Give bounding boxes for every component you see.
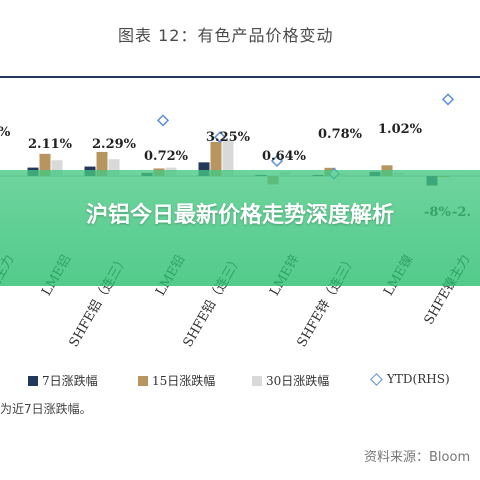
source-note: 资料来源：Bloom — [364, 450, 471, 465]
footnote: 为近7日涨跌幅。 — [0, 402, 92, 416]
title-rule — [0, 76, 480, 78]
legend-item-ytd: YTD(RHS) — [370, 372, 450, 386]
legend-item-d30: 30日涨跌幅 — [252, 372, 329, 389]
legend: 7日涨跌幅 15日涨跌幅 30日涨跌幅 YTD(RHS) — [0, 372, 480, 392]
legend-swatch-d7 — [28, 375, 38, 386]
ytd-marker-3 — [156, 114, 170, 127]
data-label-6: 0.78% — [318, 127, 363, 142]
headline-banner — [0, 170, 480, 286]
legend-diamond-ytd — [370, 372, 383, 386]
legend-swatch-d15 — [138, 375, 148, 386]
bar-d30-2 — [108, 159, 120, 176]
chart-title: 图表 12：有色产品价格变动 — [118, 26, 334, 45]
ytd-marker-8 — [441, 93, 455, 106]
legend-item-d15: 15日涨跌幅 — [138, 372, 215, 389]
bar-d15-4 — [210, 141, 222, 176]
bar-d7-4 — [198, 162, 210, 176]
data-label-3: 0.72% — [144, 149, 189, 164]
legend-label-d15: 15日涨跌幅 — [152, 374, 216, 388]
legend-swatch-d30 — [252, 375, 262, 386]
bar-d15-1 — [39, 153, 51, 176]
headline-text: 沪铝今日最新价格走势深度解析 — [85, 203, 394, 228]
legend-label-ytd: YTD(RHS) — [387, 372, 450, 386]
bar-d30-1 — [51, 160, 63, 176]
data-label-7: 1.02% — [378, 122, 423, 137]
ytd-marker-5 — [270, 154, 284, 168]
data-label-2: 2.29% — [92, 137, 137, 152]
ytd-marker-4 — [213, 131, 227, 144]
bar-d30-4 — [222, 140, 234, 176]
legend-label-d30: 30日涨跌幅 — [266, 374, 330, 388]
bar-d15-2 — [96, 151, 108, 176]
legend-label-d7: 7日涨跌幅 — [42, 374, 98, 388]
legend-item-d7: 7日涨跌幅 — [28, 372, 98, 389]
data-label-4: 3.25% — [206, 130, 251, 145]
data-label-5: 0.64% — [262, 149, 307, 164]
partial-label-0: % — [0, 125, 11, 140]
data-label-1: 2.11% — [28, 137, 73, 152]
